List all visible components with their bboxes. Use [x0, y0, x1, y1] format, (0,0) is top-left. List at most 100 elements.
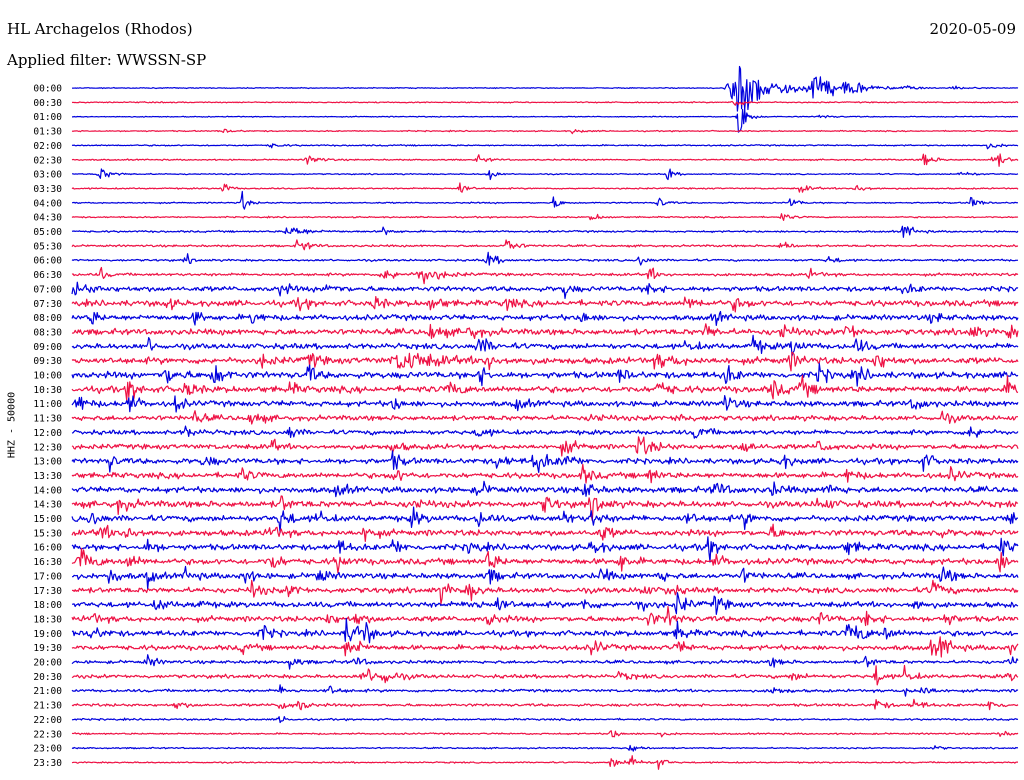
date-label: 2020-05-09 — [929, 20, 1016, 38]
time-label-0730: 07:30 — [33, 299, 62, 310]
trace-2200 — [71, 716, 1019, 724]
time-label-0030: 00:30 — [33, 98, 62, 109]
time-label-1200: 12:00 — [33, 428, 62, 439]
trace-0600 — [71, 251, 1019, 266]
trace-0130 — [71, 128, 1019, 135]
time-label-1430: 14:30 — [33, 500, 62, 511]
trace-1930 — [71, 636, 1019, 658]
trace-2300 — [71, 744, 1019, 752]
time-label-0300: 03:00 — [33, 170, 62, 181]
trace-0730 — [71, 296, 1019, 313]
time-label-0100: 01:00 — [33, 112, 62, 123]
station-title: HL Archagelos (Rhodos) — [7, 20, 193, 38]
time-label-0800: 08:00 — [33, 313, 62, 324]
trace-1630 — [71, 547, 1019, 574]
trace-0630 — [71, 266, 1019, 285]
trace-1230 — [71, 436, 1019, 457]
time-label-2200: 22:00 — [33, 715, 62, 726]
trace-0030 — [71, 100, 1019, 106]
time-label-1530: 15:30 — [33, 528, 62, 539]
trace-1330 — [71, 463, 1019, 484]
time-label-1500: 15:00 — [33, 514, 62, 525]
trace-0230 — [71, 153, 1019, 167]
trace-1800 — [71, 592, 1019, 615]
time-label-1400: 14:00 — [33, 485, 62, 496]
time-label-2230: 22:30 — [33, 729, 62, 740]
time-label-1100: 11:00 — [33, 399, 62, 410]
trace-2000 — [71, 654, 1019, 670]
trace-0330 — [71, 182, 1019, 193]
time-label-1830: 18:30 — [33, 614, 62, 625]
time-label-1630: 16:30 — [33, 557, 62, 568]
time-label-0530: 05:30 — [33, 241, 62, 252]
time-label-2130: 21:30 — [33, 701, 62, 712]
time-label-1030: 10:30 — [33, 385, 62, 396]
trace-0200 — [71, 143, 1019, 150]
time-label-1000: 10:00 — [33, 371, 62, 382]
trace-0530 — [71, 239, 1019, 251]
trace-0000 — [71, 65, 1019, 112]
time-label-2000: 20:00 — [33, 658, 62, 669]
time-label-0130: 01:30 — [33, 127, 62, 138]
trace-0900 — [71, 334, 1019, 357]
trace-1500 — [71, 506, 1019, 534]
trace-1530 — [71, 523, 1019, 542]
trace-1300 — [71, 450, 1019, 473]
time-label-1930: 19:30 — [33, 643, 62, 654]
time-label-0930: 09:30 — [33, 356, 62, 367]
time-label-1600: 16:00 — [33, 543, 62, 554]
time-label-0200: 02:00 — [33, 141, 62, 152]
time-label-0600: 06:00 — [33, 256, 62, 267]
time-label-0330: 03:30 — [33, 184, 62, 195]
time-label-1300: 13:00 — [33, 457, 62, 468]
time-tick-labels: 00:00 00:30 01:00 01:30 02:00 02:30 03:00 03:30… — [33, 84, 62, 769]
trace-2100 — [71, 684, 1019, 697]
trace-0430 — [71, 213, 1019, 221]
time-label-2300: 23:00 — [33, 744, 62, 755]
trace-1600 — [71, 536, 1019, 563]
time-label-0400: 04:00 — [33, 198, 62, 209]
trace-1730 — [71, 579, 1019, 605]
time-label-0900: 09:00 — [33, 342, 62, 353]
time-label-1900: 19:00 — [33, 629, 62, 640]
time-label-0830: 08:30 — [33, 327, 62, 338]
trace-1030 — [71, 374, 1019, 401]
trace-1430 — [71, 495, 1019, 522]
time-label-2330: 23:30 — [33, 758, 62, 769]
time-label-1330: 13:30 — [33, 471, 62, 482]
time-label-1730: 17:30 — [33, 586, 62, 597]
trace-0100 — [72, 108, 1019, 133]
time-label-1130: 11:30 — [33, 414, 62, 425]
trace-1700 — [72, 565, 1019, 590]
time-label-0230: 02:30 — [33, 155, 62, 166]
time-label-0430: 04:30 — [33, 213, 62, 224]
trace-0700 — [71, 281, 1019, 299]
trace-1100 — [71, 395, 1019, 413]
trace-0500 — [71, 225, 1019, 238]
time-label-0500: 05:00 — [33, 227, 62, 238]
trace-2130 — [71, 698, 1019, 711]
time-label-2100: 21:00 — [33, 686, 62, 697]
time-label-1800: 18:00 — [33, 600, 62, 611]
trace-1130 — [71, 410, 1018, 425]
time-label-1230: 12:30 — [33, 442, 62, 453]
trace-0830 — [71, 323, 1019, 339]
time-label-2030: 20:30 — [33, 672, 62, 683]
time-label-0700: 07:00 — [33, 284, 62, 295]
trace-0930 — [71, 351, 1019, 372]
trace-1400 — [71, 480, 1019, 498]
filter-label: Applied filter: WWSSN-SP — [7, 51, 207, 69]
time-label-1700: 17:00 — [33, 571, 62, 582]
trace-0300 — [72, 168, 1019, 181]
trace-0400 — [72, 190, 1019, 210]
time-label-0000: 00:00 — [33, 84, 62, 95]
time-label-0630: 06:30 — [33, 270, 62, 281]
trace-2330 — [71, 755, 1018, 770]
seismogram-traces — [71, 65, 1019, 770]
trace-1200 — [71, 425, 1019, 439]
trace-2230 — [71, 730, 1019, 738]
trace-1830 — [71, 606, 1019, 627]
trace-1900 — [71, 617, 1019, 644]
trace-2030 — [71, 664, 1019, 686]
